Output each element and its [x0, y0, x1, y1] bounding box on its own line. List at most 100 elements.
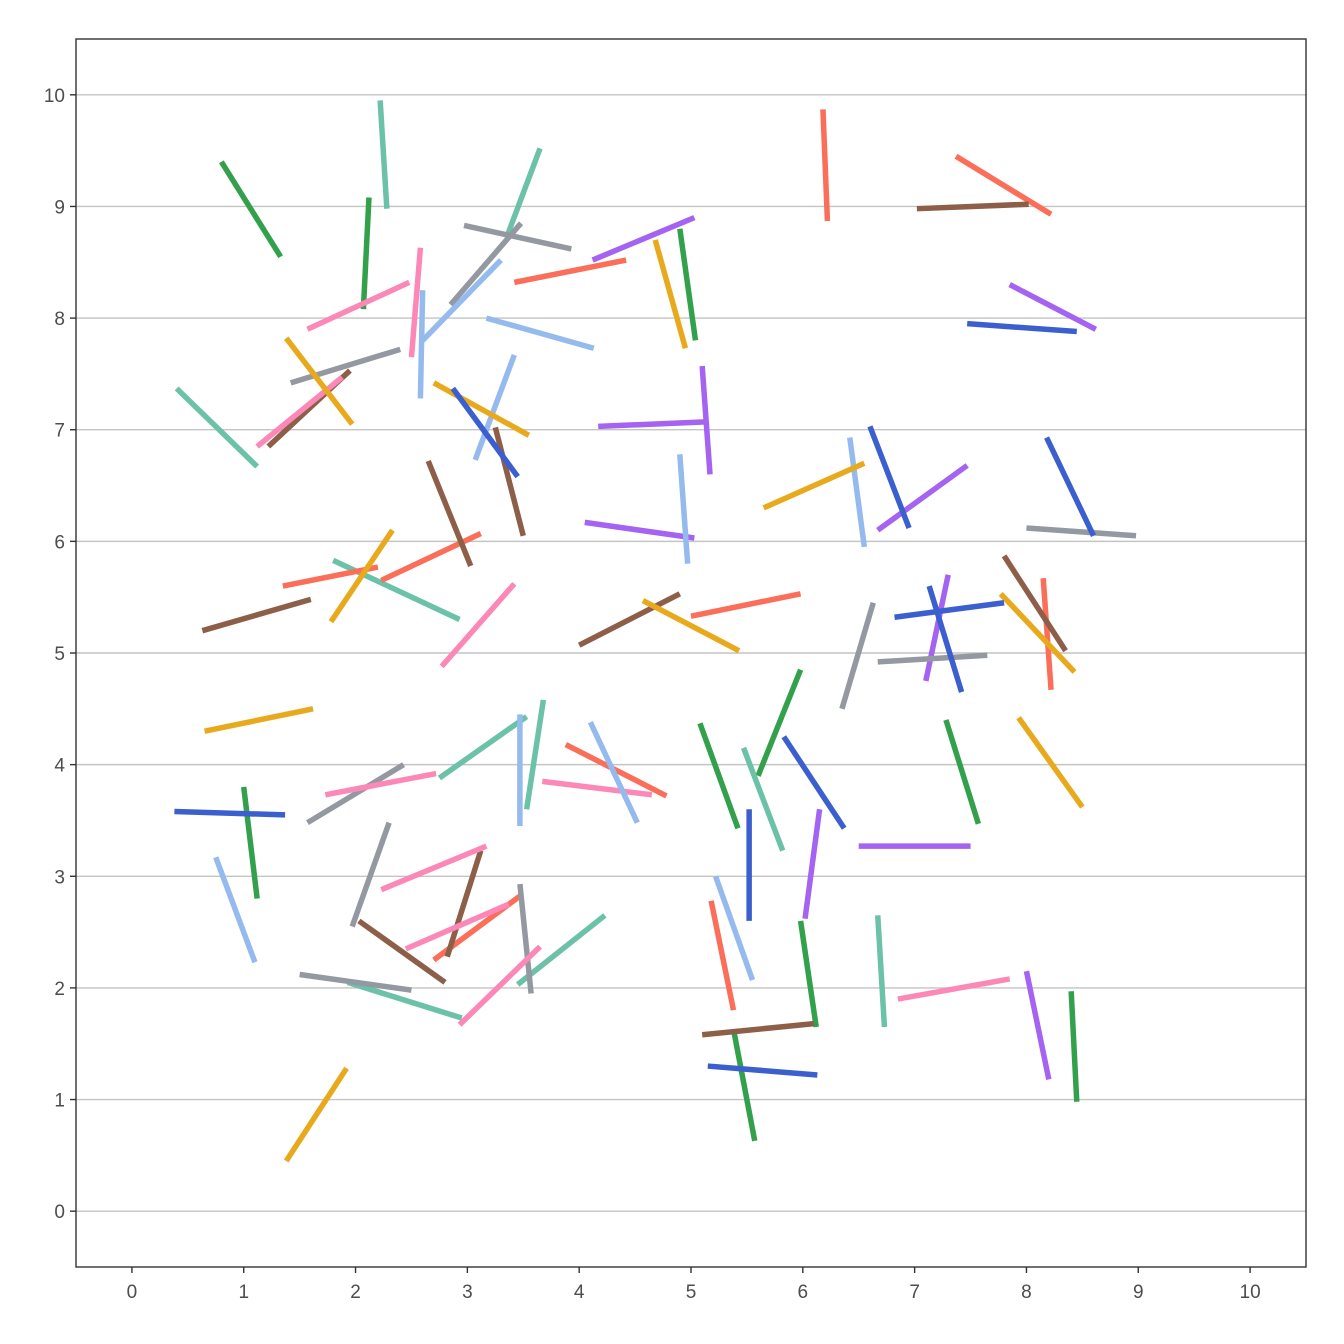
segment-57 [306, 762, 406, 826]
segment-33 [425, 459, 474, 567]
segment-64 [439, 581, 517, 669]
segment-44 [699, 365, 713, 475]
segment-31 [916, 201, 1029, 212]
segment-17 [740, 746, 786, 852]
segment-16 [523, 699, 547, 810]
x-tick-label-0: 0 [127, 1282, 138, 1303]
x-tick-label-9: 9 [1133, 1282, 1144, 1303]
segment-63 [255, 375, 344, 449]
x-tick-label-3: 3 [462, 1282, 473, 1303]
segment-10 [1068, 991, 1080, 1102]
segment-59 [517, 883, 534, 994]
segment-83 [432, 380, 531, 438]
segment-38 [444, 849, 484, 958]
segment-91 [966, 320, 1077, 335]
segment-76 [847, 437, 868, 548]
segment-61 [306, 279, 411, 332]
segment-8 [797, 920, 819, 1028]
segment-26 [690, 591, 802, 619]
segment-88 [204, 706, 314, 734]
x-tick-label-7: 7 [909, 1282, 920, 1303]
segment-84 [762, 460, 866, 511]
segment-58 [349, 821, 392, 928]
segment-43 [598, 419, 706, 430]
segment-11 [377, 100, 390, 209]
segment-55 [839, 601, 876, 710]
segment-42 [1008, 282, 1098, 332]
segment-25 [380, 531, 482, 583]
y-tick-label-2: 2 [54, 979, 65, 1000]
segment-70 [897, 976, 1011, 1002]
segment-79 [213, 856, 258, 964]
segment-75 [677, 454, 691, 564]
y-tick-label-8: 8 [54, 309, 65, 330]
segment-98 [174, 808, 286, 818]
segment-66 [541, 778, 653, 798]
segment-21 [820, 109, 831, 222]
segment-46 [876, 463, 969, 533]
segment-92 [450, 386, 520, 479]
segment-27 [1040, 578, 1054, 691]
segment-90 [283, 1066, 349, 1163]
segment-82 [284, 336, 355, 426]
segment-1 [219, 160, 283, 259]
segment-24 [282, 564, 379, 589]
segment-73 [485, 315, 595, 351]
segment-35 [201, 596, 312, 634]
segment-23 [513, 257, 627, 286]
segment-67 [380, 843, 488, 893]
x-tick-label-2: 2 [350, 1282, 361, 1303]
y-tick-label-3: 3 [54, 867, 65, 888]
segment-37 [1001, 554, 1068, 653]
segment-54 [1026, 525, 1137, 539]
segment-68 [404, 901, 510, 952]
segment-45 [584, 519, 695, 541]
y-tick-label-7: 7 [54, 421, 65, 442]
y-tick-label-0: 0 [54, 1202, 65, 1223]
x-tick-label-1: 1 [238, 1282, 249, 1303]
segment-12 [503, 147, 543, 239]
grid-lines [76, 94, 1306, 1212]
y-tick-label-6: 6 [54, 532, 65, 553]
segment-15 [437, 714, 529, 781]
segment-97 [781, 735, 847, 830]
segment-87 [998, 591, 1077, 674]
segment-51 [463, 222, 572, 252]
x-axis: 0 1 2 3 4 5 6 7 8 9 10 [127, 1267, 1261, 1303]
segment-9 [730, 1028, 758, 1142]
segment-19 [346, 979, 463, 1021]
segment-85 [328, 528, 395, 624]
segment-28 [564, 742, 668, 799]
segment-95 [894, 600, 1005, 621]
y-tick-label-5: 5 [54, 644, 65, 665]
y-tick-label-1: 1 [54, 1091, 65, 1112]
y-tick-label-10: 10 [44, 86, 65, 107]
segment-6 [755, 668, 804, 777]
segment-2 [360, 197, 372, 310]
segment-72 [420, 258, 503, 343]
segment-94 [1044, 436, 1097, 537]
segment-13 [174, 386, 260, 469]
y-tick-label-4: 4 [54, 756, 65, 777]
segment-22 [954, 153, 1053, 217]
segment-89 [1016, 716, 1085, 809]
segment-81 [652, 239, 689, 349]
x-tick-label-4: 4 [574, 1282, 585, 1303]
segments-layer [174, 100, 1137, 1163]
segment-30 [708, 900, 737, 1011]
segment-53 [289, 346, 402, 386]
x-tick-label-8: 8 [1021, 1282, 1032, 1303]
segment-41 [591, 215, 696, 263]
segment-60 [299, 971, 412, 993]
x-tick-label-10: 10 [1240, 1282, 1261, 1303]
segment-80 [713, 875, 756, 982]
segment-3 [677, 228, 699, 341]
segment-62 [408, 247, 424, 358]
y-axis: 0 1 2 3 4 5 6 7 8 9 10 [44, 86, 76, 1223]
segment-52 [448, 221, 524, 307]
segment-100 [707, 1063, 818, 1078]
segment-4 [240, 786, 260, 899]
segment-36 [577, 591, 682, 648]
segment-20 [874, 915, 888, 1028]
